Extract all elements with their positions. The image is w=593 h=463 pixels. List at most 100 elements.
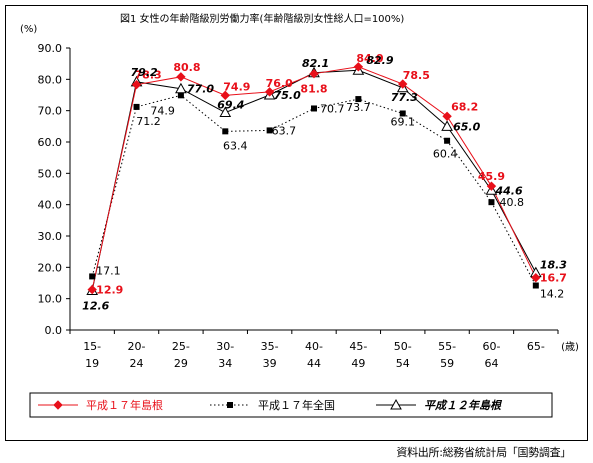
data-label: 78.3: [135, 69, 162, 82]
data-point-marker: [133, 103, 140, 110]
y-tick-label: 90.0: [38, 42, 63, 55]
y-tick-label: 20.0: [38, 261, 63, 274]
x-tick-label: 24: [130, 357, 144, 370]
x-tick-label: 44: [307, 357, 321, 370]
legend-label: 平成１７年島根: [86, 398, 163, 412]
data-point-marker: [444, 137, 451, 144]
y-tick-label: 80.0: [38, 73, 63, 86]
data-label: 18.3: [540, 259, 567, 272]
x-tick-label: 60-: [482, 340, 500, 353]
data-label: 74.9: [223, 80, 250, 93]
data-point-marker: [488, 199, 495, 206]
x-tick-label: 20-: [128, 340, 146, 353]
data-label: 75.0: [274, 89, 301, 102]
data-point-marker: [266, 127, 273, 134]
x-tick-label: 64: [484, 357, 498, 370]
y-tick-label: 50.0: [38, 167, 63, 180]
x-tick-label: 35-: [261, 340, 279, 353]
data-label: 69.4: [217, 99, 244, 112]
y-tick-label: 60.0: [38, 136, 63, 149]
data-point-marker: [355, 96, 362, 103]
data-label: 40.8: [499, 196, 524, 209]
data-point-marker: [390, 398, 402, 410]
data-label: 71.2: [136, 115, 161, 128]
x-tick-label: 45-: [349, 340, 367, 353]
data-label: 74.9: [150, 104, 175, 117]
x-tick-label: 59: [440, 357, 454, 370]
x-axis-unit: (歳): [561, 341, 579, 353]
data-point-marker: [532, 282, 539, 289]
legend-label: 平成１２年島根: [424, 399, 503, 412]
x-tick-label: 54: [396, 357, 410, 370]
x-tick-label: 39: [263, 357, 277, 370]
data-point-marker: [264, 87, 275, 97]
x-tick-label: 29: [174, 357, 188, 370]
data-label: 68.2: [451, 100, 478, 113]
y-tick-label: 10.0: [38, 293, 63, 306]
chart-title: 図1 女性の年齢階級別労働力率(年齢階級別女性総人口=100%): [120, 12, 404, 25]
source-note: 資料出所:総務省統計局「国勢調査」: [396, 446, 571, 459]
data-label: 82.9: [366, 54, 393, 67]
x-tick-label: 40-: [305, 340, 323, 353]
data-label: 45.9: [478, 170, 505, 183]
data-point-marker: [442, 111, 452, 122]
data-label: 84.0: [356, 52, 383, 65]
data-label: 70.7: [320, 102, 345, 115]
data-label: 14.2: [540, 288, 565, 301]
y-tick-label: 30.0: [38, 230, 63, 243]
data-label: 60.4: [433, 148, 458, 161]
y-axis-unit: (%): [20, 24, 37, 35]
data-label: 16.7: [540, 272, 567, 285]
data-point-marker: [486, 181, 497, 191]
data-point-marker: [177, 92, 184, 99]
data-label: 63.7: [272, 124, 297, 137]
data-point-marker: [531, 272, 541, 283]
data-point-marker: [89, 273, 96, 280]
data-label: 80.8: [173, 61, 200, 74]
data-label: 63.4: [223, 139, 248, 152]
data-point-marker: [219, 106, 232, 118]
data-label: 17.1: [96, 264, 121, 277]
data-point-marker: [309, 68, 319, 79]
data-label: 78.5: [403, 69, 430, 82]
y-tick-label: 0.0: [45, 324, 63, 337]
data-point-marker: [311, 105, 317, 112]
data-point-marker: [441, 120, 453, 131]
data-label: 12.6: [82, 300, 109, 313]
x-tick-label: 55-: [438, 340, 456, 353]
data-point-marker: [176, 72, 186, 82]
data-label: 65.0: [453, 120, 480, 133]
data-point-marker: [220, 90, 230, 101]
data-label: 44.6: [494, 184, 522, 197]
x-tick-label: 25-: [172, 340, 190, 353]
legend-label: 平成１７年全国: [258, 398, 335, 412]
x-tick-label: 65-: [527, 340, 545, 353]
data-point-marker: [131, 79, 142, 90]
x-tick-label: 34: [218, 357, 232, 370]
data-point-marker: [353, 62, 364, 72]
data-label: 73.7: [346, 101, 371, 114]
data-label: 12.9: [96, 284, 123, 297]
data-point-marker: [87, 284, 97, 295]
x-tick-label: 30-: [216, 340, 234, 353]
y-tick-label: 70.0: [38, 105, 63, 118]
data-label: 79.2: [131, 66, 158, 79]
y-tick-label: 40.0: [38, 199, 63, 212]
x-tick-label: 50-: [394, 340, 412, 353]
data-label: 82.1: [302, 57, 329, 70]
x-tick-label: 49: [351, 357, 365, 370]
data-label: 76.0: [266, 77, 293, 90]
chart-frame: [5, 5, 588, 441]
data-point-marker: [175, 82, 187, 94]
data-point-marker: [222, 128, 229, 135]
data-point-marker: [399, 110, 406, 117]
x-tick-label: 15-: [83, 340, 101, 353]
data-point-marker: [398, 79, 408, 89]
data-point-marker: [227, 402, 233, 408]
data-point-marker: [53, 400, 63, 410]
legend-box: [29, 392, 553, 418]
data-label: 69.1: [390, 115, 415, 128]
x-tick-label: 19: [85, 357, 99, 370]
data-label: 81.8: [300, 83, 327, 96]
